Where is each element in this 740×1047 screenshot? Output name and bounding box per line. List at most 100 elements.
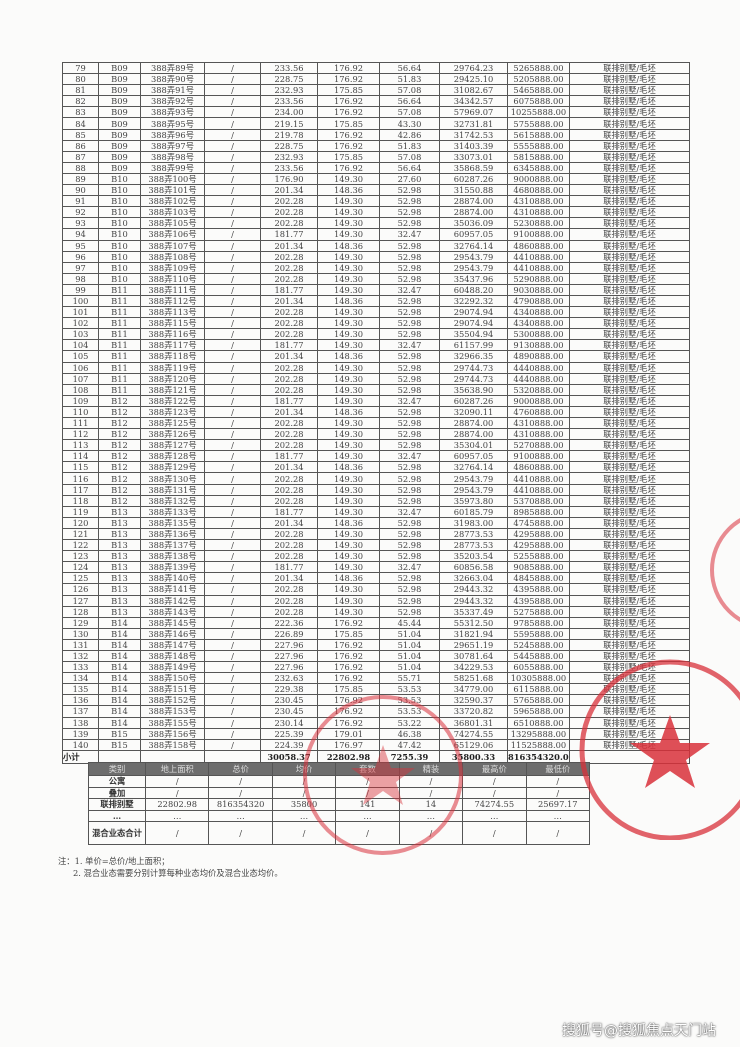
total-price-cell: 4845888.00 bbox=[507, 572, 570, 585]
room-cell: / bbox=[204, 184, 261, 197]
above-ground-area-cell: 149.30 bbox=[317, 561, 380, 574]
unit-type-cell: 联排别墅/毛坯 bbox=[569, 461, 690, 474]
row-number-cell: 81 bbox=[62, 84, 99, 97]
unit-type-cell: 联排别墅/毛坯 bbox=[569, 228, 690, 241]
total-area-cell: 232.93 bbox=[260, 84, 318, 97]
table-row: 93 B10 388弄105号/202.28 149.30 52.98 35036.09 5… bbox=[62, 217, 690, 230]
unit-type-cell: 联排别墅/毛坯 bbox=[569, 672, 690, 685]
room-cell: / bbox=[204, 627, 261, 640]
total-area-cell: 181.77 bbox=[260, 339, 318, 352]
total-price-cell: 4680888.00 bbox=[507, 184, 570, 197]
building-cell: B09 bbox=[98, 128, 141, 141]
summary-header-cell: 总价 bbox=[208, 762, 273, 776]
unit-price-cell: 32590.37 bbox=[439, 694, 508, 707]
unit-type-cell: 联排别墅/毛坯 bbox=[569, 605, 690, 618]
building-cell: B09 bbox=[98, 117, 141, 130]
room-cell: / bbox=[204, 117, 261, 130]
unit-price-cell: 29744.73 bbox=[439, 361, 508, 374]
above-ground-area-cell: 149.30 bbox=[317, 505, 380, 518]
table-row: 116 B12 388弄130号/202.28 149.30 52.98 29543.79… bbox=[62, 472, 690, 485]
table-row: 105 B11 388弄118号/201.34 148.36 52.98 32966.35… bbox=[62, 350, 690, 363]
summary-row: 叠加 / / / / / / / bbox=[88, 786, 591, 799]
building-cell: B11 bbox=[98, 328, 141, 341]
room-cell: / bbox=[204, 217, 261, 230]
summary-cell: 74274.55 bbox=[462, 798, 527, 811]
building-cell: B10 bbox=[98, 184, 141, 197]
total-price-cell: 5270888.00 bbox=[507, 439, 570, 452]
building-cell: B09 bbox=[98, 84, 141, 97]
below-ground-area-cell: 52.98 bbox=[379, 439, 440, 452]
unit-price-cell: 35868.59 bbox=[439, 161, 508, 174]
room-cell: / bbox=[204, 694, 261, 707]
total-price-cell: 5615888.00 bbox=[507, 128, 570, 141]
row-number-cell: 110 bbox=[62, 405, 99, 419]
room-cell: / bbox=[204, 372, 261, 385]
room-cell: / bbox=[204, 428, 261, 441]
room-cell: / bbox=[204, 394, 261, 407]
total-area-cell: 202.28 bbox=[260, 472, 318, 485]
room-cell: / bbox=[204, 683, 261, 696]
total-price-cell: 5300888.00 bbox=[507, 328, 570, 341]
unit-price-cell: 35304.01 bbox=[439, 439, 508, 452]
total-area-cell: 202.28 bbox=[260, 483, 318, 496]
above-ground-area-cell: 175.85 bbox=[317, 627, 380, 640]
total-area-cell: 176.90 bbox=[260, 172, 318, 186]
room-cell: / bbox=[204, 572, 261, 585]
room-cell: / bbox=[204, 583, 261, 596]
address-cell: 388弄125号 bbox=[140, 416, 205, 430]
address-cell: 388弄120号 bbox=[140, 372, 205, 385]
below-ground-area-cell: 52.98 bbox=[379, 184, 440, 197]
total-price-cell: 10305888.00 bbox=[507, 672, 570, 685]
summary-row: 混合业态合计 / / / / / / / bbox=[88, 821, 591, 845]
table-row: 83 B09 388弄93号/234.00 176.92 57.08 57969.07 10… bbox=[62, 106, 690, 119]
price-list-table: 79 B09 388弄89号/233.56 176.92 56.64 29764.23 52… bbox=[62, 61, 690, 764]
total-area-cell: 228.75 bbox=[260, 139, 318, 152]
table-row: 80 B09 388弄90号/228.75 176.92 51.83 29425.10 52… bbox=[62, 73, 690, 86]
table-row: 130 B14 388弄146号/226.89 175.85 51.04 31821.94… bbox=[62, 627, 690, 640]
total-area-cell: 230.45 bbox=[260, 694, 318, 707]
row-number-cell: 84 bbox=[62, 117, 99, 130]
total-area-cell: 202.28 bbox=[260, 317, 318, 330]
table-row: 100 B11 388弄112号/201.34 148.36 52.98 32292.32… bbox=[62, 294, 690, 308]
below-ground-area-cell: 52.98 bbox=[379, 572, 440, 585]
row-number-cell: 111 bbox=[62, 416, 99, 430]
summary-cell: / bbox=[144, 775, 210, 788]
address-cell: 388弄131号 bbox=[140, 483, 205, 496]
total-price-cell: 4340888.00 bbox=[507, 317, 570, 330]
address-cell: 388弄128号 bbox=[140, 450, 205, 463]
total-area-cell: 202.28 bbox=[260, 328, 318, 341]
unit-type-cell: 联排别墅/毛坯 bbox=[569, 294, 690, 308]
unit-price-cell: 29543.79 bbox=[439, 250, 508, 263]
row-number-cell: 109 bbox=[62, 394, 99, 407]
unit-price-cell: 32663.04 bbox=[439, 572, 508, 585]
row-number-cell: 97 bbox=[62, 261, 99, 274]
building-cell: B09 bbox=[98, 95, 141, 108]
building-cell: B10 bbox=[98, 228, 141, 241]
above-ground-area-cell: 149.30 bbox=[317, 483, 380, 496]
unit-price-cell: 28773.53 bbox=[439, 527, 508, 541]
room-cell: / bbox=[204, 483, 261, 496]
room-cell: / bbox=[204, 561, 261, 574]
unit-type-cell: 联排别墅/毛坯 bbox=[569, 306, 690, 319]
building-cell: B12 bbox=[98, 405, 141, 419]
total-price-cell: 5445888.00 bbox=[507, 649, 570, 663]
above-ground-area-cell: 149.30 bbox=[317, 527, 380, 541]
unit-price-cell: 34229.53 bbox=[439, 661, 508, 674]
unit-type-cell: 联排别墅/毛坯 bbox=[569, 627, 690, 640]
below-ground-area-cell: 52.98 bbox=[379, 539, 440, 552]
row-number-cell: 140 bbox=[62, 738, 99, 751]
summary-cell: / bbox=[462, 821, 527, 845]
below-ground-area-cell: 32.47 bbox=[379, 394, 440, 407]
below-ground-area-cell: 56.64 bbox=[379, 161, 440, 174]
above-ground-area-cell: 149.30 bbox=[317, 250, 380, 263]
table-row: 125 B13 388弄140号/201.34 148.36 52.98 32663.04… bbox=[62, 572, 690, 585]
total-area-cell: 202.28 bbox=[260, 527, 318, 541]
total-price-cell: 10255888.00 bbox=[507, 106, 570, 119]
total-area-cell: 201.34 bbox=[260, 239, 318, 252]
below-ground-area-cell: 52.98 bbox=[379, 383, 440, 396]
below-ground-area-cell: 51.04 bbox=[379, 638, 440, 651]
building-cell: B14 bbox=[98, 672, 141, 685]
building-cell: B14 bbox=[98, 661, 141, 674]
table-row: 97 B10 388弄109号/202.28 149.30 52.98 29543.79 4… bbox=[62, 261, 690, 274]
summary-cell: 141 bbox=[335, 798, 400, 811]
